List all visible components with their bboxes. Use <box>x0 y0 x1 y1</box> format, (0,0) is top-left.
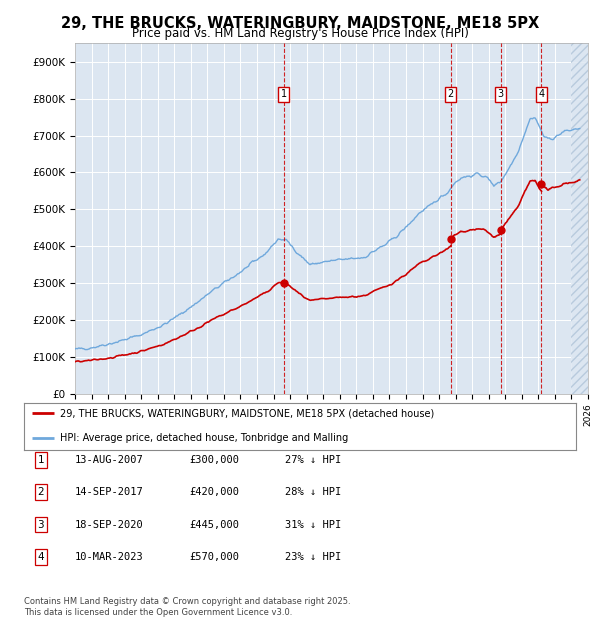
Text: 29, THE BRUCKS, WATERINGBURY, MAIDSTONE, ME18 5PX (detached house): 29, THE BRUCKS, WATERINGBURY, MAIDSTONE,… <box>60 408 434 419</box>
Text: 3: 3 <box>37 520 44 529</box>
Text: 4: 4 <box>37 552 44 562</box>
Text: 29, THE BRUCKS, WATERINGBURY, MAIDSTONE, ME18 5PX: 29, THE BRUCKS, WATERINGBURY, MAIDSTONE,… <box>61 16 539 30</box>
Text: Price paid vs. HM Land Registry's House Price Index (HPI): Price paid vs. HM Land Registry's House … <box>131 27 469 40</box>
Text: 23% ↓ HPI: 23% ↓ HPI <box>285 552 341 562</box>
Text: 31% ↓ HPI: 31% ↓ HPI <box>285 520 341 529</box>
Text: £570,000: £570,000 <box>189 552 239 562</box>
Text: 14-SEP-2017: 14-SEP-2017 <box>75 487 144 497</box>
Text: £420,000: £420,000 <box>189 487 239 497</box>
Text: 1: 1 <box>37 455 44 465</box>
Text: 3: 3 <box>497 89 503 99</box>
Text: 28% ↓ HPI: 28% ↓ HPI <box>285 487 341 497</box>
Text: 1: 1 <box>281 89 287 99</box>
Text: HPI: Average price, detached house, Tonbridge and Malling: HPI: Average price, detached house, Tonb… <box>60 433 348 443</box>
Text: 2: 2 <box>37 487 44 497</box>
Text: £300,000: £300,000 <box>189 455 239 465</box>
Text: 4: 4 <box>538 89 545 99</box>
Text: 10-MAR-2023: 10-MAR-2023 <box>75 552 144 562</box>
Text: 27% ↓ HPI: 27% ↓ HPI <box>285 455 341 465</box>
Text: 18-SEP-2020: 18-SEP-2020 <box>75 520 144 529</box>
Bar <box>571 43 596 394</box>
Text: Contains HM Land Registry data © Crown copyright and database right 2025.
This d: Contains HM Land Registry data © Crown c… <box>24 598 350 617</box>
Text: 13-AUG-2007: 13-AUG-2007 <box>75 455 144 465</box>
Text: £445,000: £445,000 <box>189 520 239 529</box>
Text: 2: 2 <box>448 89 454 99</box>
